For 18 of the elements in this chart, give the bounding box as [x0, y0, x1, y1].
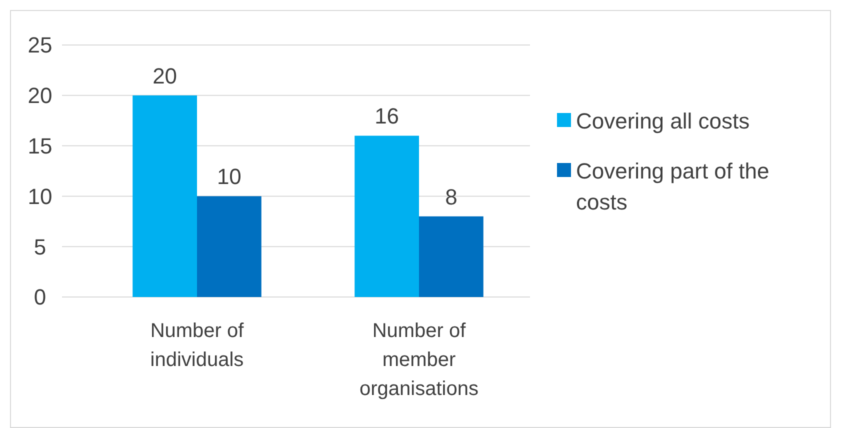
bar — [132, 95, 197, 297]
y-tick-label: 5 — [34, 234, 46, 260]
legend-label: Covering all costs — [576, 108, 750, 134]
legend-label: Covering part of the costs — [576, 158, 770, 215]
bar — [197, 196, 262, 297]
bar — [419, 216, 484, 297]
x-tick-label: Number of individuals — [150, 320, 244, 371]
data-label: 16 — [374, 104, 400, 129]
data-label: 10 — [216, 164, 242, 190]
y-tick-label: 10 — [28, 184, 52, 209]
y-tick-label: 15 — [28, 134, 52, 158]
y-tick-label: 25 — [28, 32, 52, 58]
data-label: 8 — [445, 184, 458, 210]
y-tick-label: 0 — [34, 284, 46, 310]
y-tick-label: 20 — [28, 83, 52, 108]
x-tick-label: Number of member organisations — [360, 320, 478, 400]
data-label: 20 — [152, 63, 178, 88]
bar — [354, 136, 419, 297]
